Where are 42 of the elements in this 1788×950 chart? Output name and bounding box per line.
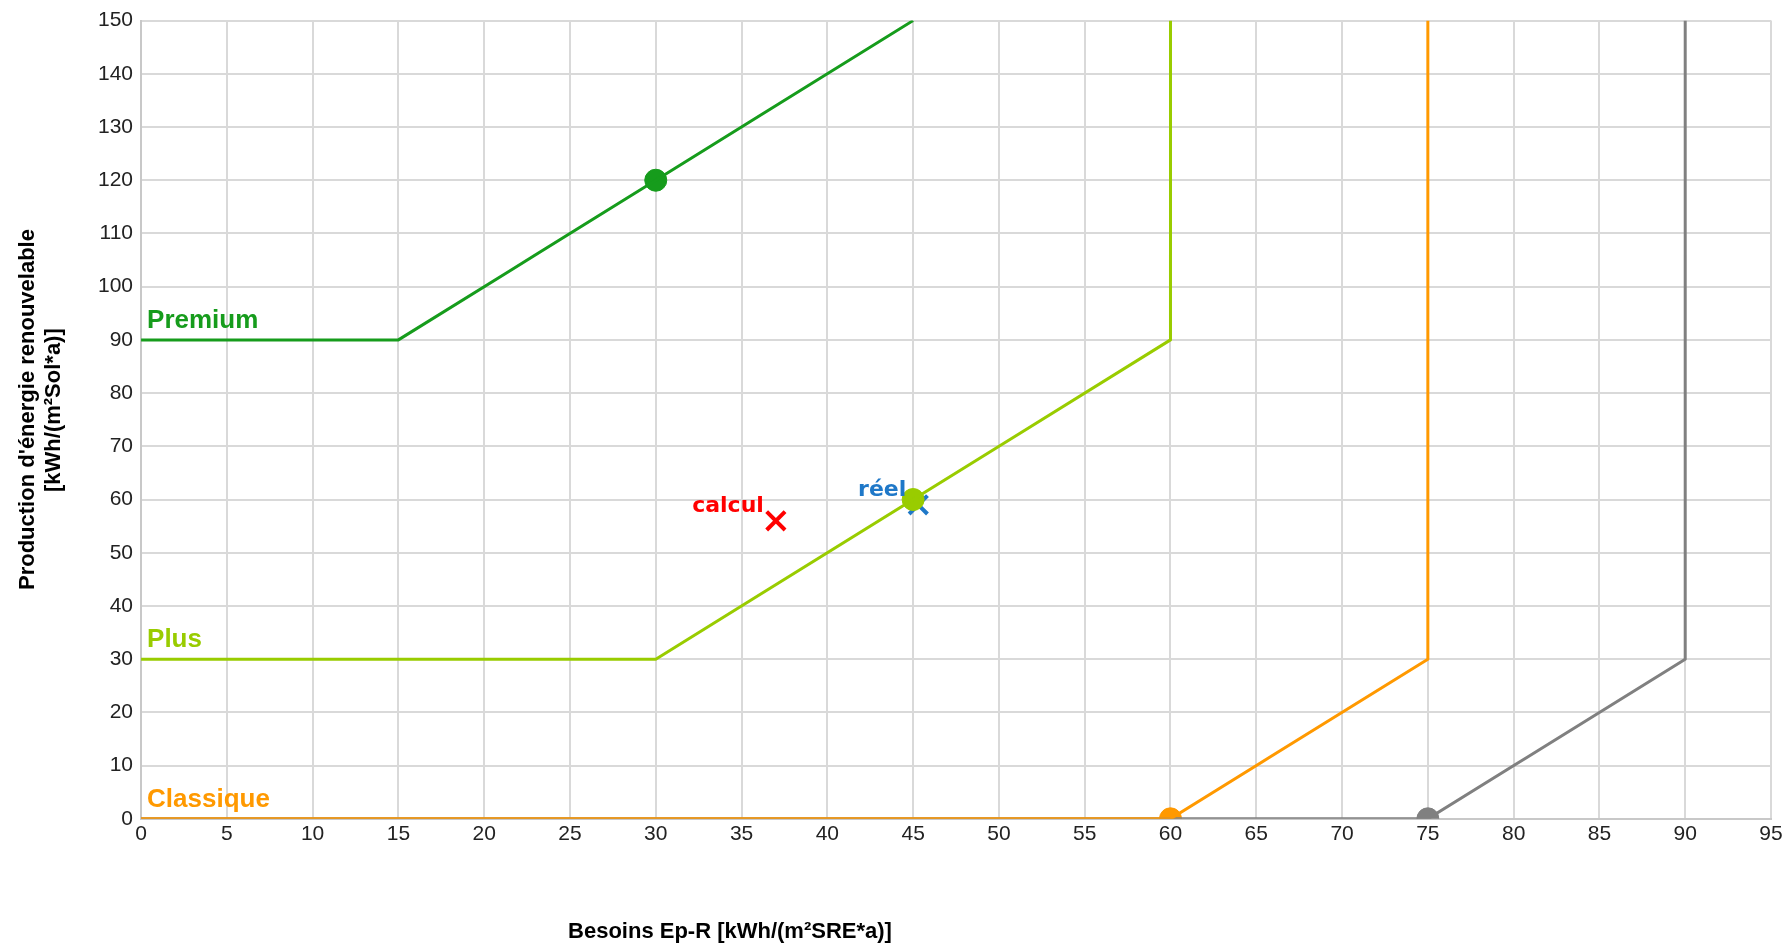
x-tick-label: 20 [472, 821, 496, 845]
y-tick-label: 80 [109, 379, 134, 403]
x-tick-label: 50 [987, 821, 1011, 845]
y-tick-label: 20 [109, 699, 134, 723]
x-tick-label: 30 [644, 821, 668, 845]
y-tick-label: 70 [109, 433, 134, 457]
x-tick-label: 60 [1158, 821, 1183, 845]
y-tick-label: 0 [121, 805, 134, 829]
y-tick-label: 140 [97, 60, 134, 84]
x-tick-label: 35 [729, 821, 754, 845]
x-tick-label: 10 [300, 821, 325, 845]
y-tick-label: 150 [97, 7, 134, 31]
x-tick-label: 65 [1244, 821, 1268, 845]
x-axis-title: Besoins Ep-R [kWh/(m²SRE*a)] [567, 918, 893, 944]
series-label: Premium [147, 304, 259, 335]
x-tick-label: 40 [815, 821, 840, 845]
x-tick-label: 80 [1501, 821, 1526, 845]
x-tick-label: 70 [1330, 821, 1354, 845]
y-tick-label: 130 [97, 113, 134, 137]
x-tick-label: 25 [558, 821, 582, 845]
x-tick-label: 55 [1073, 821, 1097, 845]
x-tick-label: 5 [220, 821, 233, 845]
x-tick-label: 45 [901, 821, 925, 845]
y-tick-label: 30 [109, 645, 134, 669]
y-axis-title: Production d'énergie renouvelable [kWh/(m²Sol*a)] [14, 228, 66, 593]
series-label: Classique [147, 782, 270, 813]
x-tick-label: 85 [1587, 821, 1612, 845]
x-tick-label: 90 [1673, 821, 1697, 845]
x-tick-label: 95 [1759, 821, 1783, 845]
series-label: Plus [147, 623, 202, 654]
y-tick-label: 50 [109, 539, 134, 563]
y-tick-label: 120 [97, 167, 134, 191]
y-tick-label: 10 [109, 752, 134, 776]
series-label: réel [858, 475, 907, 501]
x-tick-label: 75 [1416, 821, 1440, 845]
y-tick-label: 110 [99, 220, 134, 244]
y-tick-label: 100 [97, 273, 134, 297]
y-tick-label: 90 [109, 326, 134, 350]
x-tick-label: 15 [386, 821, 411, 845]
series-label: calcul [692, 491, 764, 517]
y-tick-label: 60 [109, 486, 134, 510]
y-tick-label: 40 [109, 592, 134, 616]
